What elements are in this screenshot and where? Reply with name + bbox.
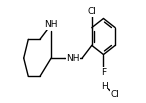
Text: F: F	[101, 68, 106, 77]
Text: NH: NH	[66, 54, 80, 63]
Text: Cl: Cl	[87, 7, 96, 16]
Text: Cl: Cl	[111, 90, 120, 99]
Text: H: H	[101, 82, 108, 91]
Text: NH: NH	[44, 20, 58, 29]
